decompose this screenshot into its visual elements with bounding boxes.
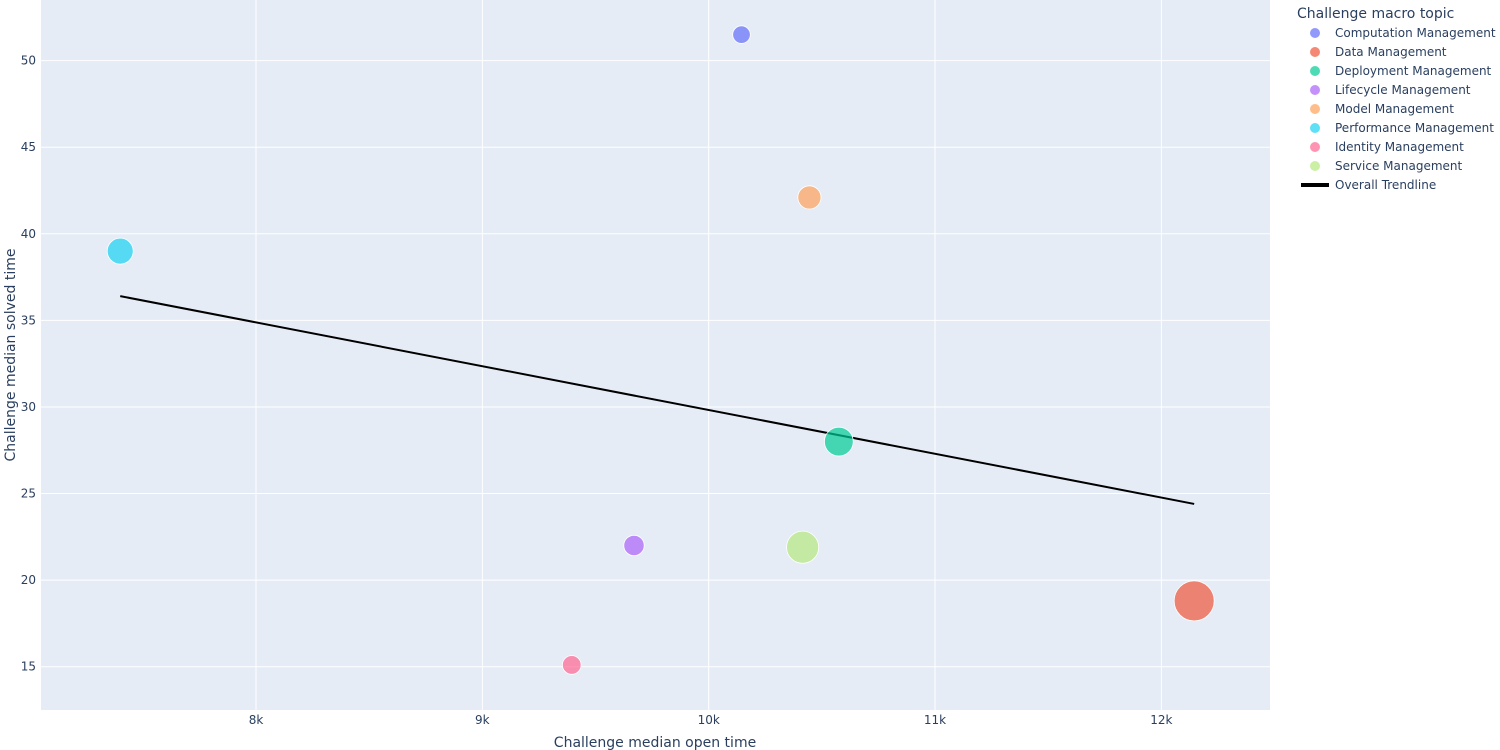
y-tick-label: 35	[21, 313, 36, 327]
x-tick-label: 12k	[1150, 713, 1172, 727]
trendline-layer	[120, 295, 1195, 505]
legend-label: Computation Management	[1335, 26, 1496, 40]
legend-label: Data Management	[1335, 45, 1447, 59]
legend-marker	[1310, 28, 1320, 38]
x-axis-ticks: 8k 9k 10k 11k 12k	[249, 713, 1173, 727]
y-tick-label: 30	[21, 400, 36, 414]
x-tick-label: 8k	[249, 713, 264, 727]
x-tick-label: 10k	[698, 713, 720, 727]
data-point	[797, 185, 822, 210]
legend-title: Challenge macro topic	[1297, 6, 1454, 22]
data-point	[1173, 580, 1215, 622]
legend-label: Overall Trendline	[1335, 178, 1436, 192]
data-point	[561, 655, 582, 675]
legend: Challenge macro topic Computation Manage…	[1297, 6, 1496, 192]
legend-marker	[1310, 104, 1320, 114]
x-tick-label: 11k	[924, 713, 946, 727]
data-point	[732, 25, 751, 44]
grid-lines	[41, 0, 1270, 710]
legend-label: Model Management	[1335, 102, 1454, 116]
y-tick-label: 50	[21, 54, 36, 68]
y-tick-label: 40	[21, 227, 36, 241]
plot-background	[41, 0, 1270, 710]
data-point	[786, 530, 820, 564]
data-points	[106, 25, 1215, 675]
legend-label: Performance Management	[1335, 121, 1494, 135]
legend-label: Deployment Management	[1335, 64, 1492, 78]
y-tick-label: 25	[21, 487, 36, 501]
legend-marker	[1310, 123, 1320, 133]
data-point	[824, 426, 854, 457]
y-axis-title: Challenge median solved time	[3, 249, 19, 462]
legend-items: Computation Management Data Management Dep…	[1301, 26, 1496, 192]
x-tick-label: 9k	[475, 713, 490, 727]
legend-marker	[1310, 47, 1320, 57]
legend-marker	[1310, 66, 1320, 76]
data-point	[106, 237, 134, 265]
y-tick-label: 20	[21, 573, 36, 587]
legend-marker	[1310, 161, 1320, 171]
y-tick-label: 15	[21, 660, 36, 674]
legend-label: Identity Management	[1335, 140, 1464, 154]
y-tick-label: 45	[21, 140, 36, 154]
legend-label: Service Management	[1335, 159, 1463, 173]
data-point	[623, 534, 645, 557]
legend-marker	[1310, 85, 1320, 95]
legend-label: Lifecycle Management	[1335, 83, 1471, 97]
x-axis-title: Challenge median open time	[554, 735, 756, 750]
legend-marker	[1310, 142, 1320, 152]
trendline	[120, 295, 1195, 505]
y-axis-ticks: 15 20 25 30 35 40 45 50	[21, 54, 36, 674]
